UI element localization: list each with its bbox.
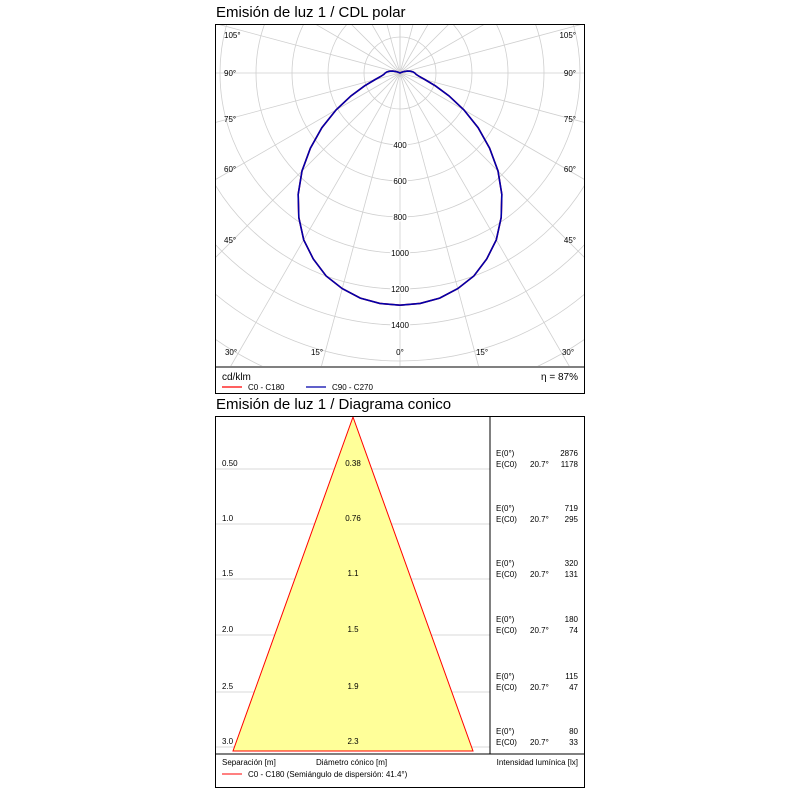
separation-value: 2.5 [222, 682, 234, 691]
cone-title: Emisión de luz 1 / Diagrama conico [216, 396, 452, 413]
angle-label-bottom: 30° [562, 348, 574, 357]
diameter-label: Diámetro cónico [m] [316, 758, 387, 767]
e0-label: E(0°) [496, 449, 515, 458]
ec0-label: E(C0) [496, 570, 517, 579]
e0-value: 180 [565, 615, 579, 624]
ec0-angle: 20.7° [530, 515, 549, 524]
radial-tick-label: 1400 [391, 321, 409, 330]
ec0-value: 131 [565, 570, 579, 579]
angle-label-left: 90° [224, 69, 236, 78]
radial-tick-label: 600 [393, 177, 407, 186]
separation-value: 1.0 [222, 514, 234, 523]
e0-value: 320 [565, 559, 579, 568]
cone-rows: 0.50 0.38 E(0°) 2876 E(C0) 20.7° 1178 1.0 0.76 E(… [222, 449, 579, 747]
polar-spoke [399, 72, 584, 123]
ec0-value: 33 [569, 738, 578, 747]
polar-spoke [216, 72, 401, 123]
cone-chart: 0.50 0.38 E(0°) 2876 E(C0) 20.7° 1178 1.0 0.76 E(… [216, 415, 584, 779]
intensity-label: Intensidad lumínica [lx] [497, 758, 578, 767]
ec0-angle: 20.7° [530, 626, 549, 635]
ec0-label: E(C0) [496, 738, 517, 747]
ec0-angle: 20.7° [530, 460, 549, 469]
polar-spoke [219, 25, 401, 74]
diameter-value: 1.9 [347, 682, 359, 691]
separation-value: 1.5 [222, 569, 234, 578]
radial-tick-label: 1000 [391, 249, 409, 258]
angle-label-bottom: 15° [311, 348, 323, 357]
diameter-value: 1.1 [347, 569, 359, 578]
polar-spoke [399, 72, 479, 366]
polar-chart: 400 600 800 1000 1200 1400 105° 105° 90° 90° 75° 75… [216, 25, 584, 392]
polar-spoke [399, 72, 570, 366]
cone-triangle [232, 415, 474, 752]
ec0-label: E(C0) [496, 515, 517, 524]
diameter-value: 2.3 [347, 737, 359, 746]
ec0-angle: 20.7° [530, 683, 549, 692]
polar-spoke [230, 72, 401, 366]
angle-label-right: 105° [559, 31, 576, 40]
ec0-label: E(C0) [496, 460, 517, 469]
ec0-label: E(C0) [496, 683, 517, 692]
cone-panel: 0.50 0.38 E(0°) 2876 E(C0) 20.7° 1178 1.0 0.76 E(… [215, 415, 585, 788]
angle-label-bottom: 15° [476, 348, 488, 357]
angle-label-bottom: 30° [225, 348, 237, 357]
separation-value: 3.0 [222, 737, 234, 746]
diameter-value: 0.76 [345, 514, 361, 523]
separation-value: 0.50 [222, 459, 238, 468]
polar-spoke [216, 72, 401, 258]
e0-value: 80 [569, 727, 578, 736]
radial-tick-label: 400 [393, 141, 407, 150]
angle-label-bottom: 0° [396, 348, 404, 357]
e0-label: E(0°) [496, 615, 515, 624]
polar-spoke [399, 72, 584, 180]
ec0-angle: 20.7° [530, 570, 549, 579]
e0-label: E(0°) [496, 559, 515, 568]
ec0-value: 47 [569, 683, 578, 692]
polar-curve-C90-C270 [297, 70, 503, 306]
polar-panel: 400 600 800 1000 1200 1400 105° 105° 90° 90° 75° 75… [215, 24, 585, 394]
radial-tick-label: 1200 [391, 285, 409, 294]
diameter-value: 1.5 [347, 625, 359, 634]
polar-spoke [321, 72, 401, 366]
legend-label-c90: C90 - C270 [332, 383, 373, 392]
polar-spoke [216, 72, 401, 180]
polar-spoke [399, 25, 581, 74]
polar-curves [297, 70, 503, 306]
angle-label-left: 105° [224, 31, 241, 40]
cone-legend-label: C0 - C180 (Semiángulo de dispersión: 41.… [248, 770, 408, 779]
legend-label-c0: C0 - C180 [248, 383, 285, 392]
polar-efficiency: η = 87% [541, 372, 578, 383]
polar-grid [216, 25, 584, 366]
e0-label: E(0°) [496, 504, 515, 513]
separation-label: Separación [m] [222, 758, 276, 767]
angle-label-left: 45° [224, 236, 236, 245]
ec0-label: E(C0) [496, 626, 517, 635]
angle-label-left: 60° [224, 165, 236, 174]
angle-label-right: 90° [564, 69, 576, 78]
polar-title: Emisión de luz 1 / CDL polar [216, 4, 406, 21]
ec0-value: 1178 [561, 460, 579, 469]
polar-spoke [399, 72, 584, 258]
e0-label: E(0°) [496, 727, 515, 736]
ec0-angle: 20.7° [530, 738, 549, 747]
separation-value: 2.0 [222, 625, 234, 634]
ec0-value: 295 [565, 515, 579, 524]
e0-value: 115 [565, 672, 578, 681]
angle-label-right: 75° [564, 115, 576, 124]
ec0-value: 74 [569, 626, 578, 635]
polar-labels: 400 600 800 1000 1200 1400 105° 105° 90° 90° 75° 75… [224, 31, 576, 357]
radial-tick-label: 800 [393, 213, 407, 222]
diameter-value: 0.38 [345, 459, 361, 468]
angle-label-left: 75° [224, 115, 236, 124]
e0-label: E(0°) [496, 672, 515, 681]
angle-label-right: 45° [564, 236, 576, 245]
e0-value: 719 [565, 504, 579, 513]
e0-value: 2876 [560, 449, 578, 458]
polar-unit: cd/klm [222, 372, 251, 383]
angle-label-right: 60° [564, 165, 576, 174]
